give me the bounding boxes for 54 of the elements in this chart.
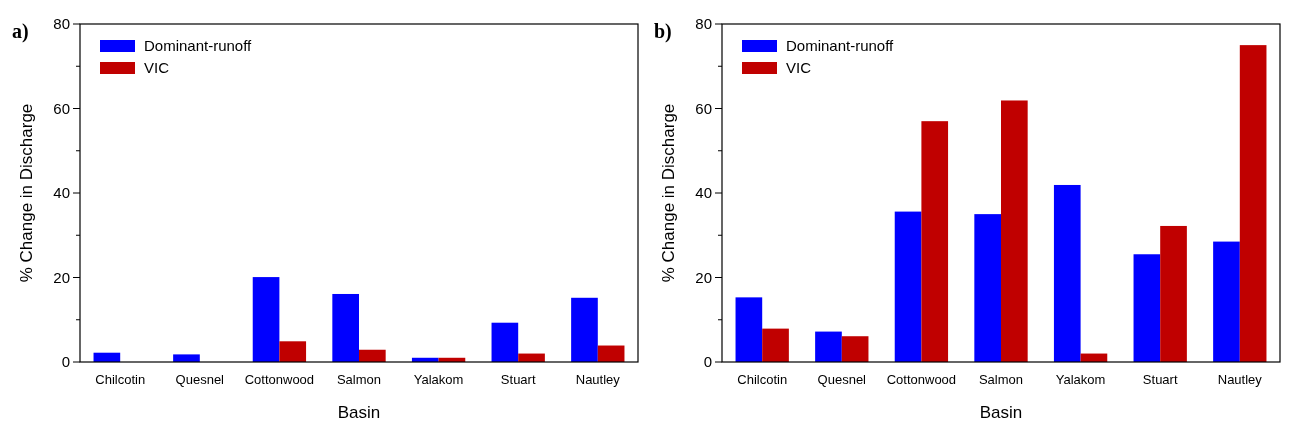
legend-label: Dominant-runoff bbox=[786, 37, 895, 54]
x-tick-label: Yalakom bbox=[1055, 372, 1106, 387]
bar bbox=[921, 121, 949, 362]
x-tick-label: Cottonwood bbox=[886, 372, 957, 387]
bar bbox=[1213, 241, 1240, 362]
bar bbox=[841, 336, 869, 362]
x-tick-label: Salmon bbox=[978, 372, 1024, 387]
x-tick-label: Salmon bbox=[336, 372, 382, 387]
bar bbox=[762, 328, 789, 362]
bar bbox=[735, 297, 763, 362]
y-tick-label: 20 bbox=[53, 268, 70, 286]
x-axis-title: Basin bbox=[979, 403, 1023, 422]
bar bbox=[173, 354, 200, 362]
y-tick-label: 60 bbox=[53, 99, 70, 117]
bar bbox=[1001, 100, 1028, 362]
legend-label: VIC bbox=[786, 59, 812, 76]
bar bbox=[815, 331, 842, 362]
chart-title: a) bbox=[12, 20, 29, 43]
bar bbox=[1053, 184, 1081, 362]
x-tick-label: Yalakom bbox=[413, 372, 464, 387]
y-axis-title: % Change in Discharge bbox=[659, 103, 678, 283]
x-tick-label: Chilcotin bbox=[95, 372, 146, 387]
x-tick-label: Cottonwood bbox=[244, 372, 315, 387]
legend-label: VIC bbox=[144, 59, 170, 76]
bar bbox=[571, 297, 598, 362]
x-tick-label: Nautley bbox=[1217, 372, 1263, 387]
x-tick-label: Nautley bbox=[575, 372, 621, 387]
y-tick-label: 80 bbox=[695, 15, 712, 33]
y-tick-label: 20 bbox=[695, 268, 712, 286]
y-tick-label: 0 bbox=[61, 353, 70, 371]
x-tick-label: Chilcotin bbox=[737, 372, 788, 387]
x-tick-label: Stuart bbox=[500, 372, 536, 387]
x-tick-label: Stuart bbox=[1142, 372, 1178, 387]
bar bbox=[279, 341, 307, 362]
bar bbox=[894, 211, 922, 362]
y-tick-label: 40 bbox=[695, 184, 712, 202]
y-tick-label: 40 bbox=[53, 184, 70, 202]
bar bbox=[1239, 45, 1267, 362]
y-tick-label: 0 bbox=[703, 353, 712, 371]
bar bbox=[359, 349, 386, 362]
y-axis-title: % Change in Discharge bbox=[17, 103, 36, 283]
chart-title: b) bbox=[654, 20, 672, 43]
bar bbox=[1160, 225, 1187, 362]
bar bbox=[974, 214, 1001, 362]
x-tick-label: Quesnel bbox=[817, 372, 867, 387]
bar bbox=[252, 277, 280, 362]
y-tick-label: 60 bbox=[695, 99, 712, 117]
legend-label: Dominant-runoff bbox=[144, 37, 253, 54]
bar bbox=[491, 322, 519, 362]
bar bbox=[332, 293, 359, 362]
x-axis-title: Basin bbox=[337, 403, 381, 422]
x-tick-label: Quesnel bbox=[175, 372, 225, 387]
y-tick-label: 80 bbox=[53, 15, 70, 33]
bar bbox=[1133, 254, 1161, 362]
